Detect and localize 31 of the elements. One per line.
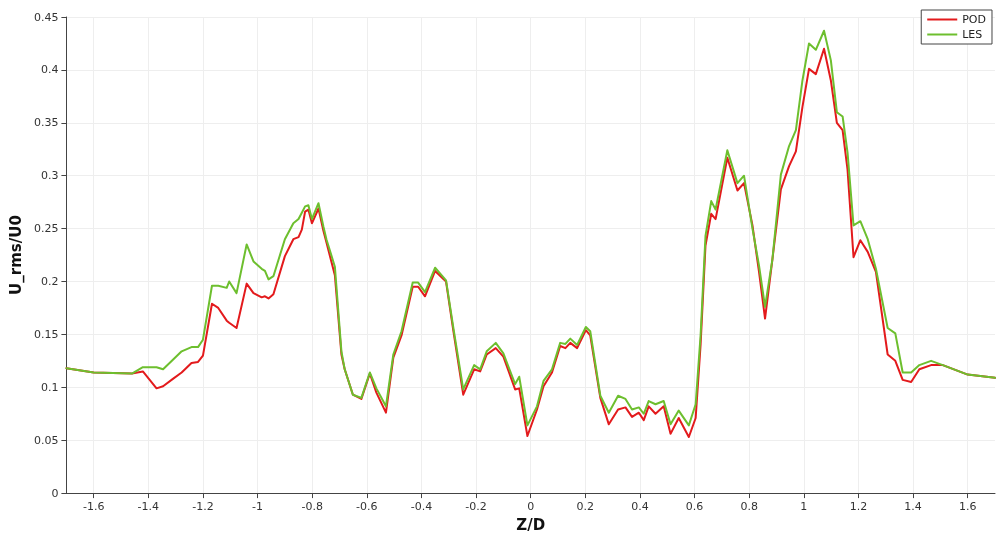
y-tick-label: 0.05 xyxy=(33,433,59,447)
x-tick-label: 0.2 xyxy=(576,500,595,514)
legend-label: LES xyxy=(962,28,983,41)
y-tick-label: 0.15 xyxy=(33,327,59,341)
y-tick-label: 0 xyxy=(51,486,59,500)
legend-label: POD xyxy=(962,13,986,26)
x-tick-label: -0.8 xyxy=(301,500,323,514)
x-tick-label: 0 xyxy=(527,500,535,514)
x-tick-label: 1.4 xyxy=(904,500,922,514)
x-tick-label: -1 xyxy=(252,500,264,514)
x-axis-title: Z/D xyxy=(516,515,546,534)
y-tick-label: 0.3 xyxy=(40,169,59,183)
y-tick-label: 0.25 xyxy=(33,222,59,236)
x-tick-label: 0.8 xyxy=(740,500,758,514)
x-tick-label: -0.2 xyxy=(465,500,487,514)
y-tick-label: 0.2 xyxy=(40,275,59,288)
x-tick-label: -1.2 xyxy=(192,500,214,514)
x-tick-label: 0.6 xyxy=(685,500,704,514)
x-tick-label: 1 xyxy=(800,500,808,514)
x-tick-label: 1.6 xyxy=(958,500,977,514)
x-tick-label: -1.6 xyxy=(82,500,105,514)
y-axis-title: U_rms/U0 xyxy=(6,215,25,295)
y-tick-label: 0.35 xyxy=(33,116,59,130)
y-tick-label: 0.4 xyxy=(40,63,59,77)
x-tick-label: 1.2 xyxy=(849,500,868,514)
x-tick-label: -0.6 xyxy=(356,500,378,514)
y-tick-label: 0.45 xyxy=(33,10,59,24)
x-tick-label: -0.4 xyxy=(410,500,433,514)
y-tick-label: 0.1 xyxy=(40,380,59,394)
x-tick-label: 0.4 xyxy=(631,500,649,514)
x-tick-label: -1.4 xyxy=(137,500,160,514)
